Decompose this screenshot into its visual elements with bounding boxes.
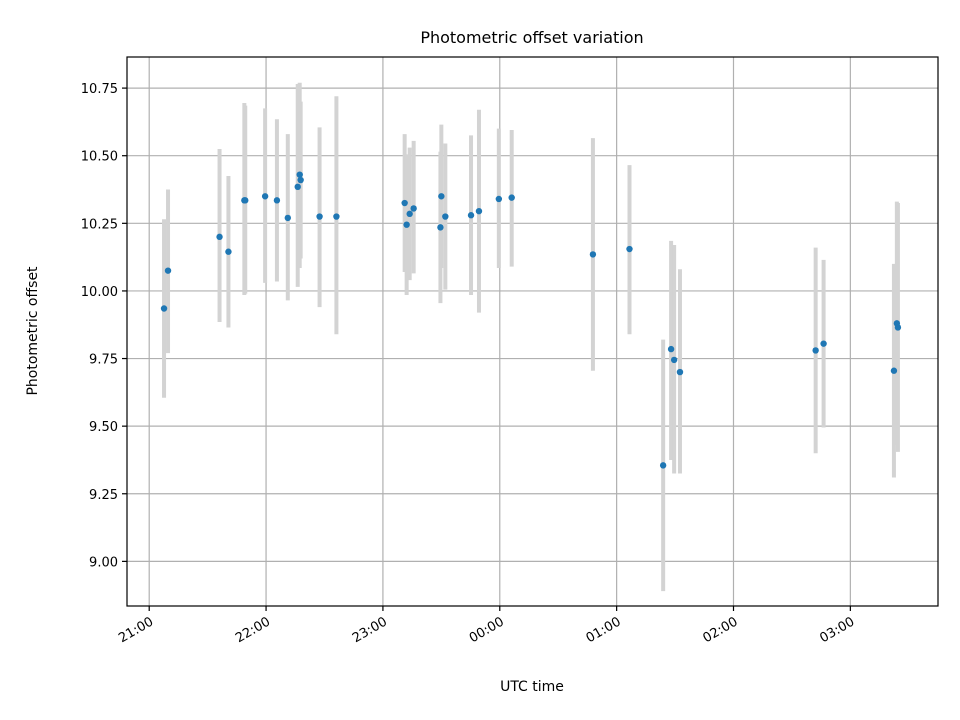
data-point	[297, 176, 304, 184]
data-point	[589, 251, 597, 258]
data-point	[406, 210, 413, 218]
grid-layer	[127, 57, 938, 606]
y-tick-label: 9.75	[89, 353, 118, 368]
data-point	[216, 233, 223, 241]
data-point	[820, 340, 827, 347]
data-point	[442, 213, 449, 220]
data-point	[437, 224, 444, 231]
y-tick-label: 9.50	[89, 420, 118, 435]
y-tick-label: 9.25	[89, 488, 118, 503]
y-tick-label: 9.00	[89, 555, 118, 570]
data-point	[676, 368, 684, 376]
y-tick-label: 10.75	[81, 82, 118, 97]
data-point	[812, 347, 819, 354]
data-point	[475, 207, 483, 215]
chart-title: Photometric offset variation	[420, 28, 643, 47]
data-point	[273, 197, 281, 204]
data-point	[296, 171, 303, 178]
data-point	[626, 245, 633, 253]
y-axis-label: Photometric offset	[25, 266, 41, 396]
plot-area	[127, 57, 938, 606]
y-tick-label: 10.50	[81, 150, 118, 165]
data-point	[495, 195, 503, 203]
y-tick-label: 10.25	[81, 217, 118, 232]
data-point	[164, 267, 172, 274]
data-point	[225, 248, 232, 255]
x-axis-label: UTC time	[500, 679, 564, 695]
data-point	[261, 193, 269, 200]
data-point	[294, 183, 301, 191]
data-point	[316, 213, 323, 220]
data-point	[667, 345, 675, 353]
data-point	[659, 462, 667, 469]
data-point	[438, 193, 445, 200]
data-point	[670, 356, 678, 364]
point-layer	[160, 171, 902, 469]
data-point	[508, 194, 515, 201]
data-point	[401, 199, 408, 207]
data-point	[410, 205, 417, 212]
data-point	[284, 214, 291, 222]
plot-frame	[126, 56, 939, 607]
data-point	[333, 213, 340, 220]
data-point	[890, 367, 898, 374]
y-tick-label: 10.00	[81, 285, 118, 300]
data-point	[160, 305, 168, 312]
data-point	[894, 324, 902, 331]
data-point	[242, 197, 249, 204]
data-point	[467, 212, 475, 219]
data-point	[403, 221, 410, 228]
